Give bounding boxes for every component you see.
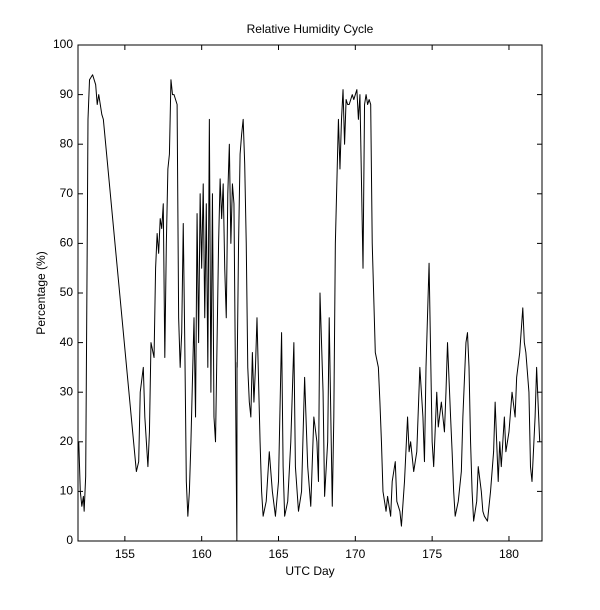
y-axis-label: Percentage (%): [34, 251, 48, 334]
y-tick-label: 10: [60, 484, 74, 498]
y-tick-label: 40: [60, 335, 74, 349]
y-tick-label: 60: [60, 236, 74, 250]
x-tick-label: 155: [115, 547, 135, 561]
x-tick-label: 175: [422, 547, 442, 561]
x-tick-label: 160: [192, 547, 212, 561]
y-tick-label: 90: [60, 87, 74, 101]
x-axis-label: UTC Day: [285, 564, 334, 578]
chart-title: Relative Humidity Cycle: [247, 22, 374, 36]
x-tick-label: 165: [268, 547, 288, 561]
y-tick-label: 20: [60, 434, 74, 448]
data-line: [78, 74, 541, 542]
y-tick-label: 100: [53, 37, 73, 51]
y-tick-label: 0: [66, 533, 73, 547]
y-tick-label: 30: [60, 384, 74, 398]
y-tick-label: 70: [60, 186, 74, 200]
x-tick-label: 180: [499, 547, 519, 561]
y-tick-label: 80: [60, 136, 74, 150]
x-tick-label: 170: [345, 547, 365, 561]
y-tick-label: 50: [60, 285, 74, 299]
